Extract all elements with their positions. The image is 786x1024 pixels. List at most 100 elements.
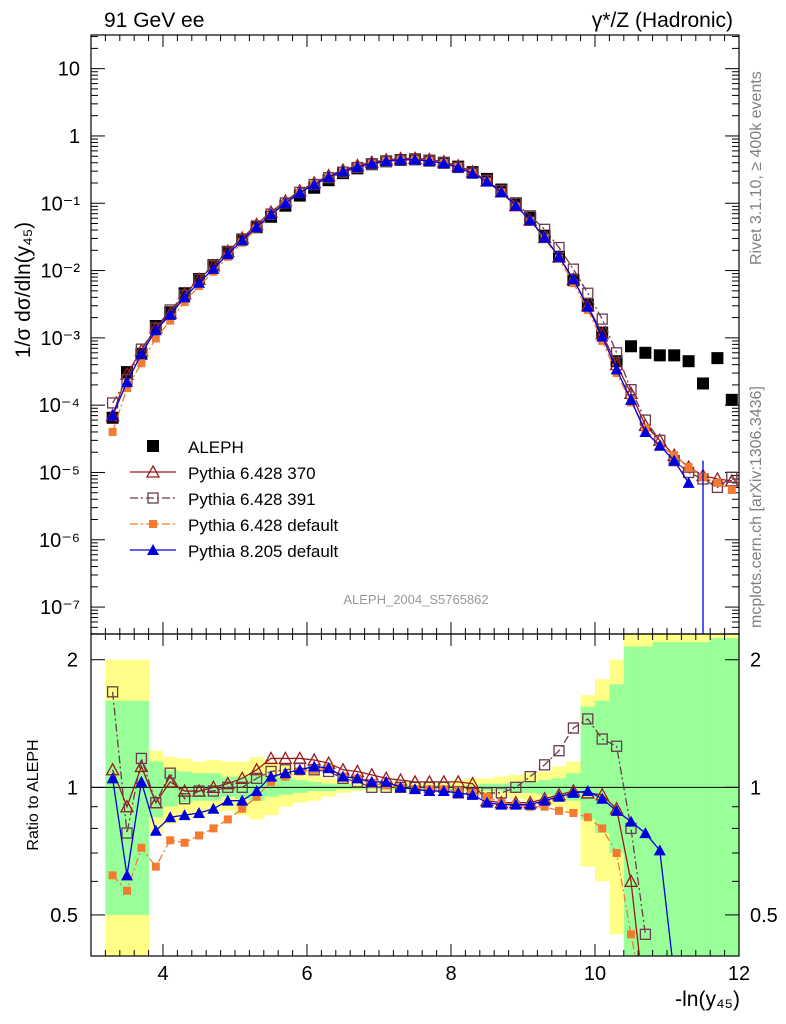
data-point-aleph — [639, 346, 652, 359]
uncertainty-band-green — [278, 778, 294, 795]
data-point-p8 — [509, 199, 522, 211]
ratio-point-p8 — [409, 783, 421, 795]
legend-entry-aleph: ALEPH — [147, 438, 244, 457]
x-tick-label: 4 — [157, 963, 168, 985]
ratio-point-p8 — [178, 809, 191, 821]
ratio-point-p8 — [437, 785, 450, 797]
x-tick-label: 10 — [584, 963, 606, 985]
ratio-point-p8 — [337, 770, 349, 782]
legend-marker-p8 — [147, 544, 159, 555]
ratio-point-p391 — [524, 770, 536, 783]
ratio-point-p370 — [177, 783, 192, 797]
y-tick-label-ratio-left: 1 — [67, 777, 78, 799]
data-point-aleph — [653, 349, 666, 362]
data-point-p8 — [337, 165, 349, 177]
data-point-p8 — [452, 161, 465, 173]
data-point-p8 — [581, 300, 594, 312]
data-point-p8 — [437, 157, 450, 169]
data-point-p391 — [726, 471, 738, 483]
ratio-point-p8 — [135, 775, 148, 787]
y-axis-label-main: 1/σ dσ/dln(y₄₅) — [12, 222, 35, 358]
x-tick-label: 6 — [301, 963, 312, 985]
data-point-pdef — [108, 427, 117, 436]
ratio-point-p8 — [308, 760, 321, 772]
ratio-point-p370 — [249, 762, 264, 776]
ratio-point-p8 — [149, 824, 162, 836]
ratio-point-p391 — [495, 787, 508, 799]
ratio-point-p8 — [538, 794, 551, 806]
ratio-point-p8 — [236, 794, 249, 806]
data-point-p8 — [365, 157, 378, 169]
ratio-point-p8 — [121, 869, 133, 881]
ratio-point-p8 — [639, 827, 652, 839]
data-point-aleph — [682, 355, 695, 368]
ratio-point-p8 — [567, 786, 580, 798]
ratio-point-pdef — [209, 824, 218, 833]
y-tick-label-main: 10⁻⁶ — [39, 530, 80, 552]
ratio-point-p8 — [351, 772, 364, 784]
data-point-p8 — [236, 234, 249, 246]
y-tick-label-main: 10⁻⁵ — [39, 462, 80, 484]
ratio-point-p8 — [394, 781, 407, 793]
ratio-point-p8 — [581, 785, 594, 797]
data-point-p8 — [149, 324, 162, 336]
ratio-point-pdef — [569, 808, 578, 817]
legend-entry-p370: Pythia 6.428 370 — [130, 464, 316, 483]
x-tick-label: 12 — [728, 963, 750, 985]
ratio-point-p370 — [639, 1003, 651, 1014]
ratio-point-p391 — [178, 793, 191, 805]
ratio-point-p8 — [250, 785, 263, 797]
data-point-p8 — [178, 291, 191, 303]
ratio-point-p8 — [293, 763, 306, 775]
ratio-point-p8 — [365, 775, 378, 787]
data-point-p8 — [207, 262, 220, 274]
uncertainty-band-green — [335, 783, 351, 790]
main-series — [105, 150, 739, 634]
data-point-p8 — [193, 276, 205, 288]
data-point-p8 — [682, 476, 695, 488]
data-point-pdef — [151, 334, 160, 343]
uncertainty-band-green — [710, 638, 726, 956]
ratio-series-p370 — [105, 751, 651, 1014]
uncertainty-band-green — [652, 642, 668, 956]
y-tick-label-ratio-left: 2 — [67, 650, 78, 672]
data-point-p8 — [423, 154, 436, 166]
ratio-point-p370 — [206, 779, 221, 793]
legend-marker-p391 — [147, 492, 159, 504]
ratio-point-p391 — [596, 733, 608, 745]
data-point-p8 — [653, 439, 666, 451]
legend-marker-pdef — [149, 520, 157, 528]
data-point-p8 — [481, 175, 493, 187]
ratio-point-p8 — [106, 772, 119, 784]
ratio-point-p391 — [610, 740, 623, 752]
uncertainty-band-green — [638, 646, 654, 956]
ratio-point-pdef — [612, 848, 621, 857]
ratio-line-p8 — [111, 765, 673, 956]
ratio-point-p391 — [121, 827, 133, 839]
ratio-point-p8 — [452, 786, 465, 798]
data-point-p8 — [495, 186, 508, 198]
data-point-p8 — [409, 153, 421, 165]
ratio-point-pdef — [166, 836, 175, 845]
ratio-point-p8 — [322, 762, 335, 774]
data-point-p8 — [164, 308, 177, 320]
ratio-point-p8 — [610, 804, 623, 816]
data-point-p8 — [265, 208, 277, 220]
ratio-point-p391 — [553, 745, 565, 757]
data-point-p8 — [553, 250, 565, 262]
ratio-series — [105, 686, 673, 1014]
y-tick-label-main: 10 — [58, 59, 80, 81]
ratio-point-pdef — [641, 1005, 649, 1013]
ratio-point-p8 — [509, 798, 522, 810]
data-point-pdef — [727, 485, 736, 494]
data-point-p8 — [279, 197, 292, 209]
data-point-aleph — [725, 393, 738, 406]
ratio-point-p391 — [510, 781, 522, 793]
ratio-point-p8 — [625, 815, 637, 827]
y-tick-label-main: 10⁻⁷ — [40, 597, 80, 619]
ratio-point-p391 — [222, 781, 234, 793]
data-point-p8 — [308, 178, 321, 190]
data-point-pdef — [166, 316, 175, 325]
data-point-p8 — [610, 363, 623, 375]
ratio-point-pdef — [583, 813, 592, 822]
